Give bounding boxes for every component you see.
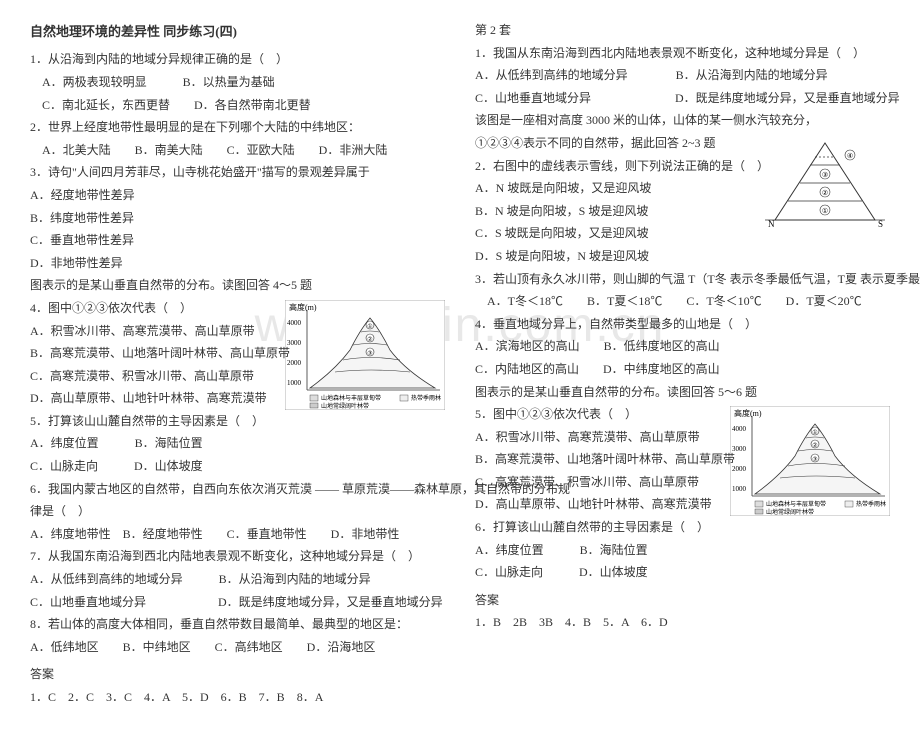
rq4: 4．垂直地域分异上，自然带类型最多的山地是（ ） xyxy=(475,314,890,336)
c2: ② xyxy=(367,336,372,343)
ylabel: 高度(m) xyxy=(289,302,317,312)
rleg-sub: 山地常绿阔叶林带 xyxy=(766,508,814,516)
q7b: C．山地垂直地域分异 D．既是纬度地域分异，又是垂直地域分异 xyxy=(30,592,445,614)
rtick0: 4000 xyxy=(732,425,747,433)
right-column: 第 2 套 1．我国从东南沿海到西北内陆地表景观不断变化，这种地域分异是（ ） … xyxy=(475,20,890,710)
rc3: ③ xyxy=(812,456,817,463)
s-label: S xyxy=(878,219,883,229)
q2-opts: A．北美大陆 B．南美大陆 C．亚欧大陆 D．非洲大陆 xyxy=(30,140,445,162)
q6: 6．我国内蒙古地区的自然带，自西向东依次消灭荒漠 ―― 草原荒漠――森林草原，其… xyxy=(30,479,445,501)
t2: ② xyxy=(822,189,828,197)
rfig-intro: 图表示的是某山垂直自然带的分布。读图回答 5～6 题 xyxy=(475,382,890,404)
rans: 1．B 2B 3B 4．B 5．A 6．D xyxy=(475,612,890,634)
rq1a: A．从低纬到高纬的地域分异 B．从沿海到内陆的地域分异 xyxy=(475,65,890,87)
rq2d: D．S 坡是向阳坡，N 坡是迎风坡 xyxy=(475,246,890,268)
q1-opts-a: A．两极表现较明显 B．以热量为基础 xyxy=(30,72,445,94)
leg-r: 热带季雨林 xyxy=(411,394,441,402)
rtick3: 1000 xyxy=(732,485,747,493)
mountain-figure-2: 高度(m) 4000 3000 2000 1000 ① ② ③ 山地森林与丰层草… xyxy=(730,406,890,516)
rq6b: C．山脉走向 D．山体坡度 xyxy=(475,562,890,584)
set-label: 第 2 套 xyxy=(475,20,890,42)
n-label: N xyxy=(768,219,775,229)
ylabel2: 高度(m) xyxy=(734,408,762,418)
q1: 1．从沿海到内陆的地域分异规律正确的是（ ） xyxy=(30,49,445,71)
rq6: 6．打算该山山麓自然带的主导因素是（ ） xyxy=(475,517,890,539)
rleg-r: 热带季雨林 xyxy=(856,500,886,508)
q3a: A．经度地带性差异 xyxy=(30,185,445,207)
q3: 3．诗句"人间四月芳菲尽，山寺桃花始盛开"描写的景观差异属于 xyxy=(30,162,445,184)
ans-label: 答案 xyxy=(30,664,445,686)
c3: ③ xyxy=(367,350,372,357)
ans: 1．C 2．C 3．C 4．A 5．D 6．B 7．B 8．A xyxy=(30,687,445,709)
leg-l: 山地森林与丰层草甸带 xyxy=(321,394,381,402)
rleg-l: 山地森林与丰层草甸带 xyxy=(766,500,826,508)
rc2: ② xyxy=(812,442,817,449)
left-column: 自然地理环境的差异性 同步练习(四) 1．从沿海到内陆的地域分异规律正确的是（ … xyxy=(30,20,445,710)
t1: ① xyxy=(822,207,828,215)
rc1: ① xyxy=(812,429,817,436)
intro2: 该图是一座相对高度 3000 米的山体，山体的某一侧水汽较充分， xyxy=(475,110,890,132)
q8: 8．若山体的高度大体相同，垂直自然带数目最简单、最典型的地区是： xyxy=(30,614,445,636)
rq6a: A．纬度位置 B．海陆位置 xyxy=(475,540,890,562)
t3: ③ xyxy=(822,171,828,179)
page: 自然地理环境的差异性 同步练习(四) 1．从沿海到内陆的地域分异规律正确的是（ … xyxy=(0,0,920,730)
q1-opts-b: C．南北延长，东西更替 D．各自然带南北更替 xyxy=(30,95,445,117)
q7a: A．从低纬到高纬的地域分异 B．从沿海到内陆的地域分异 xyxy=(30,569,445,591)
q3d: D．非地带性差异 xyxy=(30,253,445,275)
q5: 5．打算该山山麓自然带的主导因素是（ ） xyxy=(30,411,445,433)
q2: 2．世界上经度地带性最明显的是在下列哪个大陆的中纬地区： xyxy=(30,117,445,139)
rq1b: C．山地垂直地域分异 D．既是纬度地域分异，又是垂直地域分异 xyxy=(475,88,890,110)
fig-intro: 图表示的是某山垂直自然带的分布。读图回答 4～5 题 xyxy=(30,275,445,297)
t4: ④ xyxy=(847,152,853,160)
leg-sub: 山地常绿阔叶林带 xyxy=(321,402,369,410)
q6b: 律是（ ） xyxy=(30,501,445,523)
q6opts: A．纬度地带性 B．经度地带性 C．垂直地带性 D．非地带性 xyxy=(30,524,445,546)
triangle-figure: ④ ③ ② ① N S xyxy=(760,135,890,235)
q3c: C．垂直地带性差异 xyxy=(30,230,445,252)
rq4a: A．滨海地区的高山 B．低纬度地区的高山 xyxy=(475,336,890,358)
q5b: C．山脉走向 D．山体坡度 xyxy=(30,456,445,478)
tick0: 4000 xyxy=(287,319,302,327)
rans-label: 答案 xyxy=(475,590,890,612)
q3b: B．纬度地带性差异 xyxy=(30,208,445,230)
rq1: 1．我国从东南沿海到西北内陆地表景观不断变化，这种地域分异是（ ） xyxy=(475,43,890,65)
rq4b: C．内陆地区的高山 D．中纬度地区的高山 xyxy=(475,359,890,381)
rq3opts: A．T冬＜18℃ B．T夏＜18℃ C．T冬＜10℃ D．T夏＜20℃ xyxy=(475,291,890,313)
doc-title: 自然地理环境的差异性 同步练习(四) xyxy=(30,20,445,43)
rq3: 3．若山顶有永久冰川带，则山脚的气温 T（T冬 表示冬季最低气温，T夏 表示夏季… xyxy=(475,269,890,291)
q5a: A．纬度位置 B．海陆位置 xyxy=(30,433,445,455)
tick3: 1000 xyxy=(287,379,302,387)
q8opts: A．低纬地区 B．中纬地区 C．高纬地区 D．沿海地区 xyxy=(30,637,445,659)
mountain-figure: 高度(m) 4000 3000 2000 1000 ① ② ③ 山地森林与丰层草… xyxy=(285,300,445,410)
c1: ① xyxy=(367,323,372,330)
q7: 7．从我国东南沿海到西北内陆地表景观不断变化，这种地域分异是（ ） xyxy=(30,546,445,568)
